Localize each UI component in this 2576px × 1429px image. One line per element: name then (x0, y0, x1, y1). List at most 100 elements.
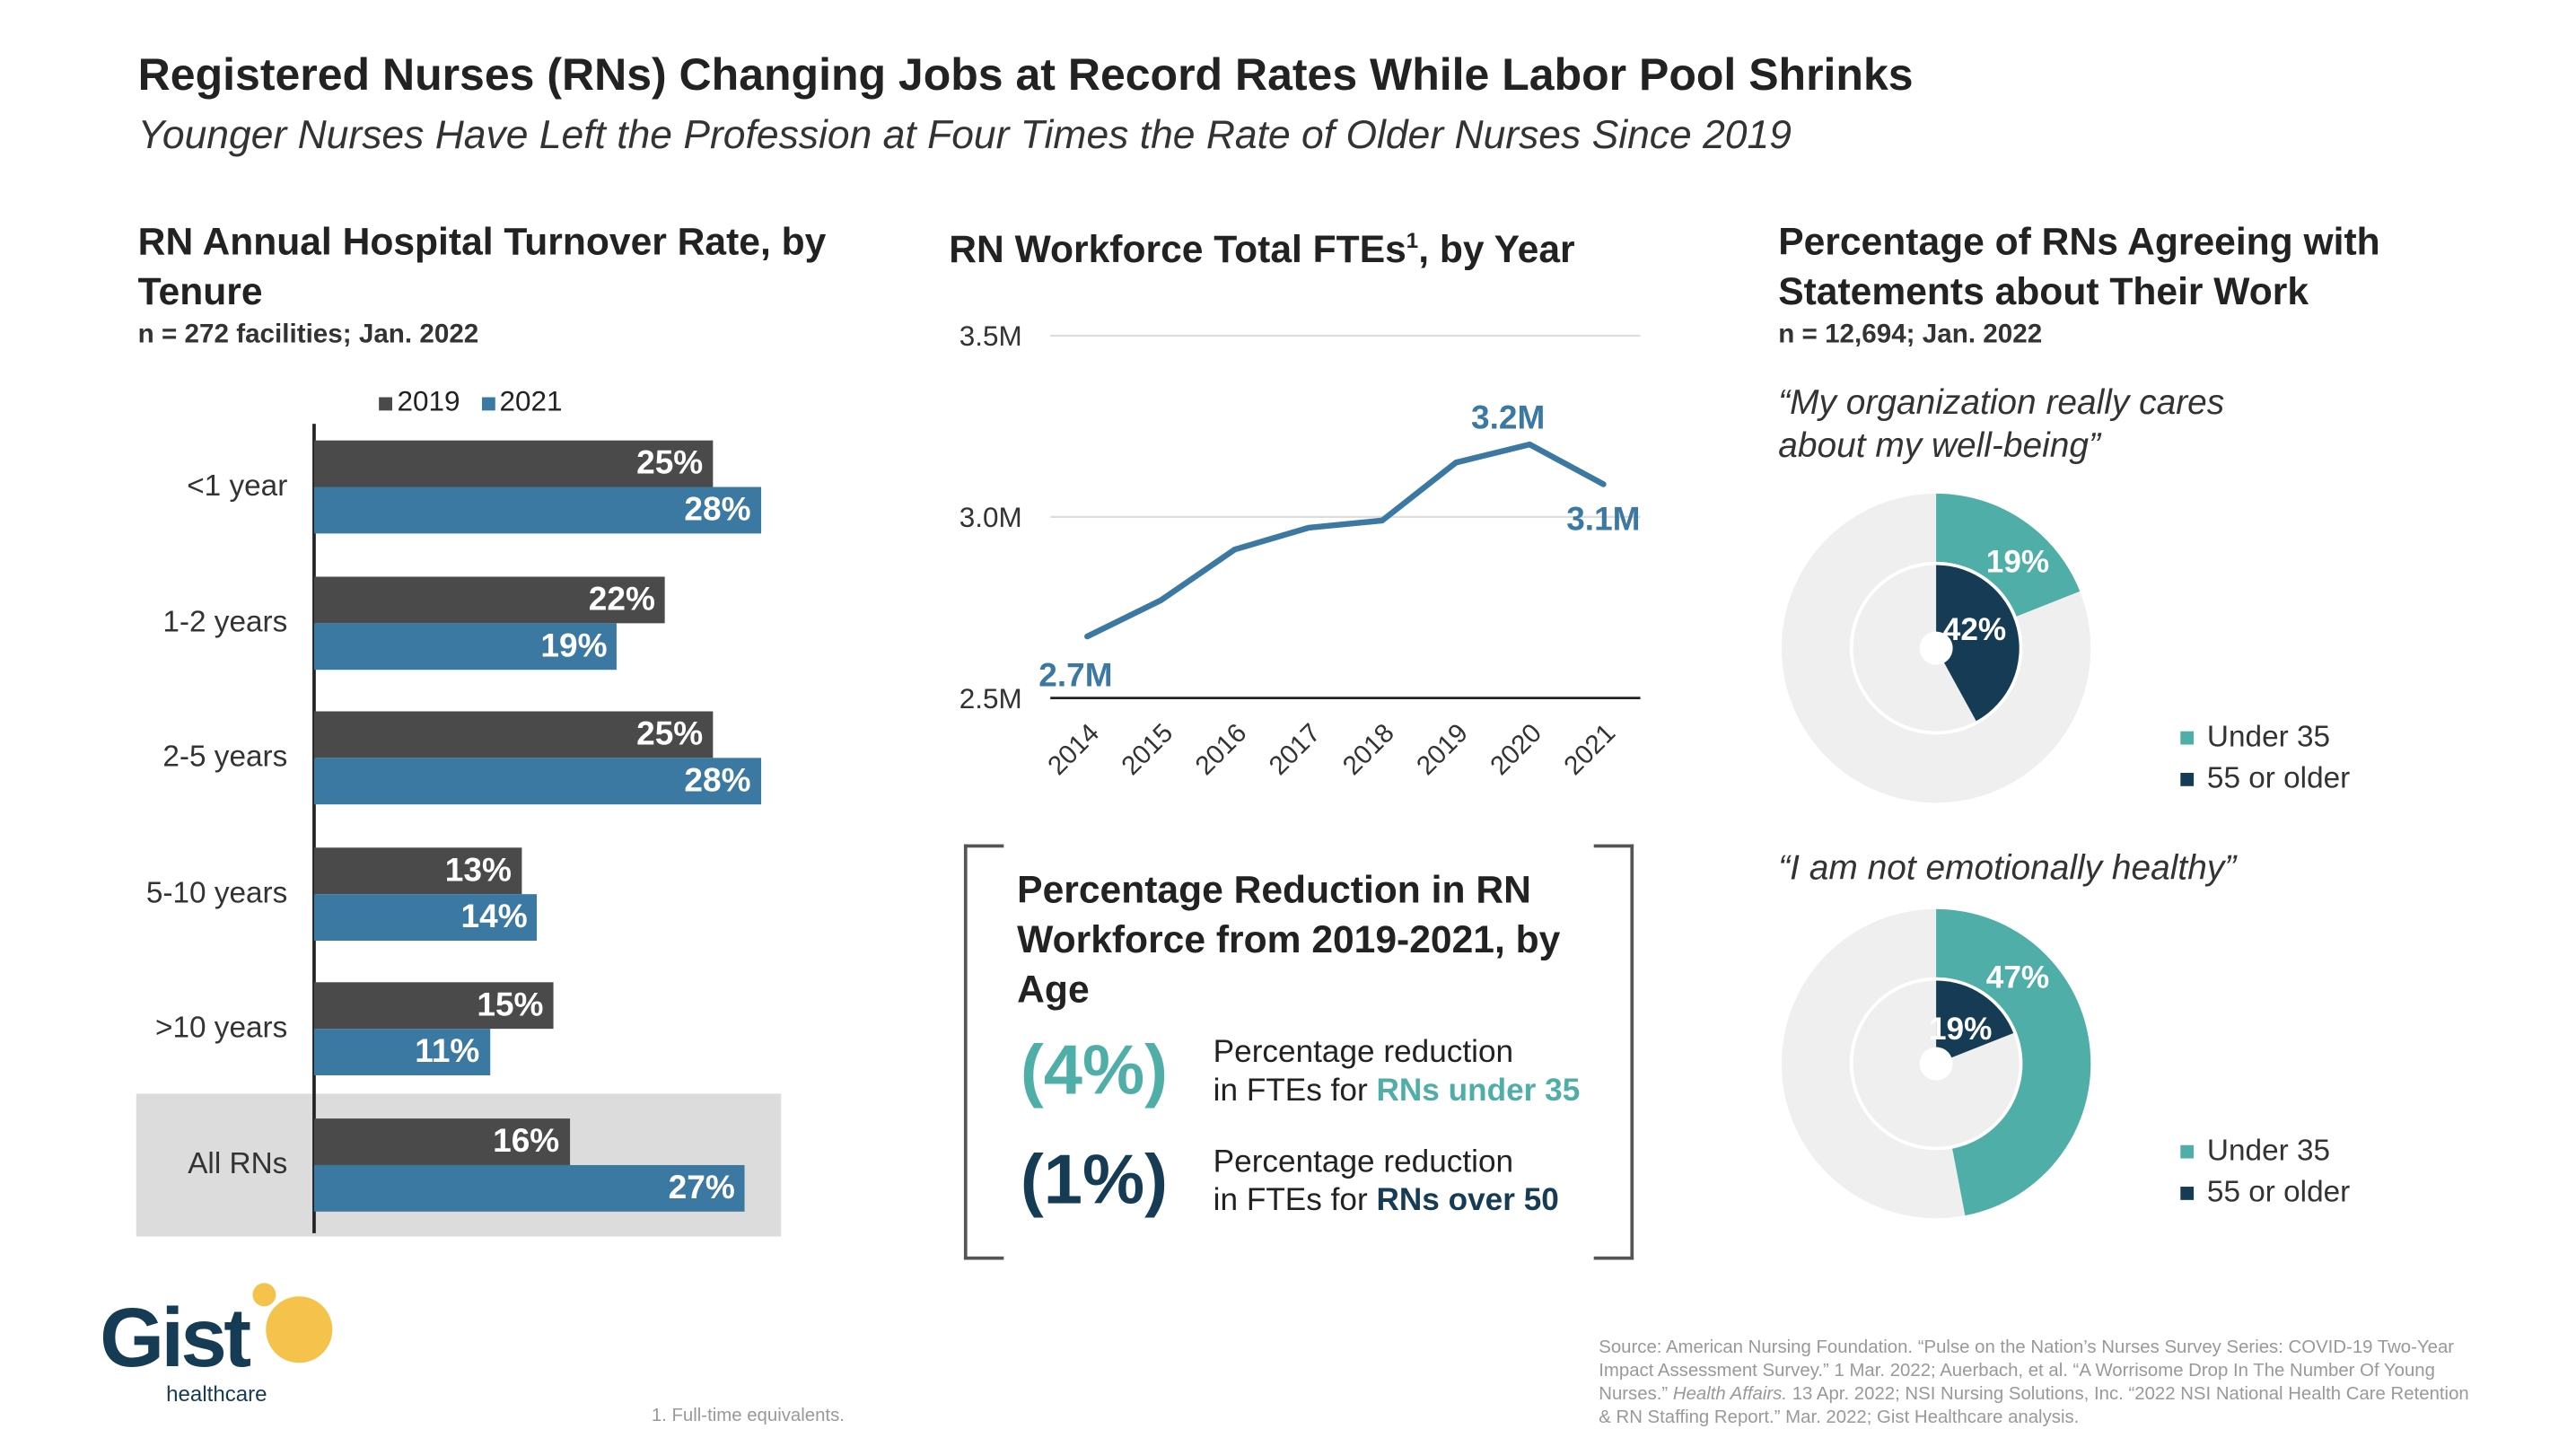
y-tick-label: 3.0M (959, 502, 1022, 533)
bar-value-label: 15% (477, 986, 544, 1024)
reduction-title: Percentage Reduction in RN Workforce fro… (1017, 867, 1561, 1011)
desc-prefix: in FTEs for (1213, 1183, 1377, 1219)
legend-swatch-2019 (379, 396, 392, 410)
fte-title-suffix: , by Year (1418, 227, 1575, 271)
reduction-over-50-value: (1%) (1020, 1140, 1169, 1219)
data-label-peak: 3.2M (1471, 399, 1545, 436)
fte-title-text: RN Workforce Total FTEs (949, 227, 1406, 271)
swatch (2180, 1187, 2195, 1201)
bar-value-label: 22% (588, 581, 655, 618)
fte-title-footnote-ref: 1 (1406, 227, 1419, 253)
fte-line (1084, 441, 1607, 640)
x-tick-label: 2016 (1189, 718, 1252, 781)
swatch (2180, 773, 2195, 787)
bar-2021: 11% (313, 1029, 490, 1075)
desc-line: Percentage reduction (1213, 1144, 1514, 1180)
bar-2019: 15% (313, 982, 554, 1030)
donut-label-55-older: 19% (1929, 1012, 1992, 1047)
legend-text: Under 35 (2206, 1133, 2331, 1167)
donut-emotional: 47%19% (1781, 908, 2091, 1219)
legend-under-35: Under 35 (2180, 716, 2350, 758)
bar-category-label: 5-10 years (145, 874, 288, 908)
donut-slice-55-older (1936, 565, 2020, 722)
source-b: 13 Apr. 2022; NSI Nursing Solutions, Inc… (1599, 1384, 2469, 1428)
right-bracket (1593, 844, 1634, 1260)
quote-wellbeing: “My organization really cares about my w… (1778, 383, 2225, 466)
legend-label-2019: 2019 (397, 385, 460, 417)
legend-text: Under 35 (2206, 719, 2331, 753)
bar-value-label: 25% (636, 716, 704, 753)
donut-legend-2: Under 35 55 or older (2180, 1130, 2350, 1214)
x-tick-label: 2018 (1337, 718, 1400, 781)
bar-category-label: 2-5 years (162, 739, 288, 773)
bar-category-label: <1 year (187, 469, 288, 503)
left-bracket (963, 844, 1004, 1260)
bar-category-label: 1-2 years (162, 604, 288, 638)
reduction-over-50-desc: Percentage reduction in FTEs for RNs over… (1214, 1144, 1559, 1220)
swatch (2180, 1145, 2195, 1160)
y-tick-label: 3.5M (959, 320, 1022, 352)
desc-bold: RNs over 50 (1376, 1183, 1559, 1219)
turnover-chart-note: n = 272 facilities; Jan. 2022 (137, 320, 479, 349)
legend-text: 55 or older (2206, 1175, 2351, 1209)
bar-value-label: 11% (415, 1033, 480, 1071)
bar-value-label: 16% (493, 1122, 560, 1160)
donut-legend-1: Under 35 55 or older (2180, 716, 2350, 800)
desc-line: Percentage reduction (1213, 1035, 1514, 1071)
source-italic: Health Affairs. (1672, 1384, 1788, 1405)
bar-2019: 22% (313, 575, 665, 623)
gist-logo: Gist healthcare (100, 1280, 349, 1413)
reduction-box: Percentage Reduction in RN Workforce fro… (963, 844, 1634, 1260)
logo-circle-small (252, 1283, 276, 1307)
legend-swatch-2021 (481, 396, 495, 410)
legend-under-35: Under 35 (2180, 1130, 2350, 1171)
logo-subtext: healthcare (166, 1381, 267, 1407)
donut-hole (1919, 1047, 1953, 1081)
legend-55-older: 55 or older (2180, 758, 2350, 799)
donut-label-under-35: 47% (1986, 960, 2049, 995)
bar-value-label: 13% (444, 851, 512, 889)
logo-text: Gist (100, 1291, 251, 1385)
bar-2021: 14% (313, 893, 538, 941)
reduction-under-35-desc: Percentage reduction in FTEs for RNs unde… (1214, 1034, 1581, 1110)
bar-category-label: >10 years (155, 1010, 288, 1044)
source-a: Source: American Nursing Foundation. “Pu… (1599, 1337, 2455, 1405)
bar-2021: 27% (313, 1164, 745, 1211)
donut-label-55-older: 42% (1943, 612, 2006, 647)
logo-circle-large (266, 1296, 333, 1363)
bar-2019: 25% (313, 440, 714, 487)
page-title: Registered Nurses (RNs) Changing Jobs at… (137, 49, 1914, 101)
bar-2021: 19% (313, 622, 618, 670)
data-label-last: 3.1M (1566, 500, 1640, 538)
bar-legend: 2019 2021 (379, 385, 563, 419)
bar-axis (312, 424, 315, 1233)
quote-emotional: “I am not emotionally healthy” (1778, 849, 2237, 888)
page-subtitle: Younger Nurses Have Left the Profession … (137, 112, 1792, 158)
donut-hole (1919, 631, 1953, 665)
desc-bold: RNs under 35 (1376, 1074, 1581, 1109)
bar-value-label: 19% (540, 627, 608, 664)
bar-2019: 13% (313, 846, 522, 894)
bar-value-label: 14% (460, 898, 528, 935)
donut-wellbeing: 19% 42% (1781, 493, 2091, 803)
bar-value-label: 27% (668, 1169, 735, 1206)
donut-slice-55-older (1936, 980, 2014, 1065)
legend-55-older: 55 or older (2180, 1171, 2350, 1213)
fte-line-chart: 2.5M 3.0M 3.5M 2014 2015 2016 2017 2018 2019 2020… (959, 320, 1641, 781)
legend-label-2021: 2021 (499, 385, 563, 417)
bar-2019: 16% (313, 1118, 570, 1165)
swatch (2180, 732, 2195, 745)
desc-prefix: in FTEs for (1213, 1074, 1377, 1109)
source-text: Source: American Nursing Foundation. “Pu… (1599, 1337, 2479, 1429)
bar-value-label: 25% (636, 445, 704, 482)
bar-value-label: 28% (684, 762, 751, 800)
y-tick-label: 2.5M (959, 683, 1022, 714)
footnote: 1. Full-time equivalents. (651, 1406, 845, 1426)
x-tick-label: 2020 (1485, 718, 1547, 781)
x-tick-label: 2015 (1116, 718, 1178, 781)
bar-value-label: 28% (684, 492, 751, 529)
bar-2021: 28% (313, 758, 761, 805)
x-tick-label: 2017 (1264, 718, 1327, 781)
turnover-chart-title: RN Annual Hospital Turnover Rate, by Ten… (137, 219, 827, 313)
agreement-title: Percentage of RNs Agreeing with Statemen… (1778, 219, 2380, 313)
